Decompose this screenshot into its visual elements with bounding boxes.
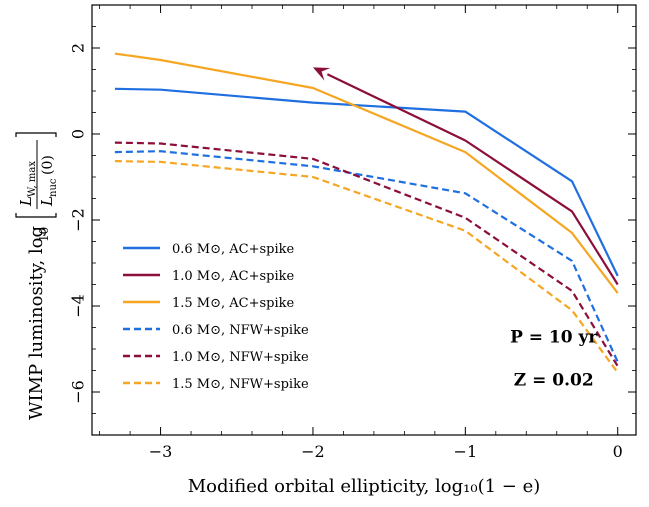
series-line-2 [464,139,619,286]
y-tick-label: 0 [69,129,88,139]
series-line-3 [114,52,619,294]
legend-label-4: 0.6 M⊙, NFW+spike [172,323,309,338]
x-tick-label: 0 [613,442,623,461]
series-line-4 [114,150,619,363]
legend: 0.6 M⊙, AC+spike 1.0 M⊙, AC+spike 1.5 M⊙, … [123,242,309,392]
y-tick-label: 2 [69,43,88,53]
y-frac-num-sub: W, max [27,161,38,197]
annotation-1: P = 10 yr [510,328,598,348]
legend-label-6: 1.5 M⊙, NFW+spike [172,377,309,392]
trend-arrow-head [312,67,331,81]
series-line-1 [114,87,619,277]
x-tick-label: −3 [149,442,173,461]
series-line-6 [114,160,619,374]
x-tick-label: −1 [454,442,478,461]
y-label-bracket-left [15,213,57,218]
legend-label-5: 1.0 M⊙, NFW+spike [172,350,309,365]
legend-label-1: 0.6 M⊙, AC+spike [172,242,295,257]
x-tick-label: −2 [301,442,325,461]
series-line-5 [114,141,619,367]
legend-label-2: 1.0 M⊙, AC+spike [172,269,295,284]
y-tick-label: −4 [69,294,88,318]
annotation-2: Z = 0.02 [514,371,594,391]
y-label-bracket-right [15,132,57,137]
trend-arrow-shaft [326,73,466,142]
series-group [114,52,619,374]
legend-label-3: 1.5 M⊙, AC+spike [172,296,295,311]
y-tick-label: −6 [69,380,88,404]
y-frac-num: L [17,196,35,207]
x-axis-label: Modified orbital ellipticity, log₁₀(1 − … [188,476,541,497]
y-tick-label: −2 [69,208,88,232]
y-frac-den: L [38,196,56,207]
y-axis-label-main: WIMP luminosity, log [26,226,47,420]
y-frac-den-arg: (0) [40,155,56,175]
y-frac-den-sub: nuc [48,178,59,197]
y-axis-label-sub: 10 [37,227,51,242]
